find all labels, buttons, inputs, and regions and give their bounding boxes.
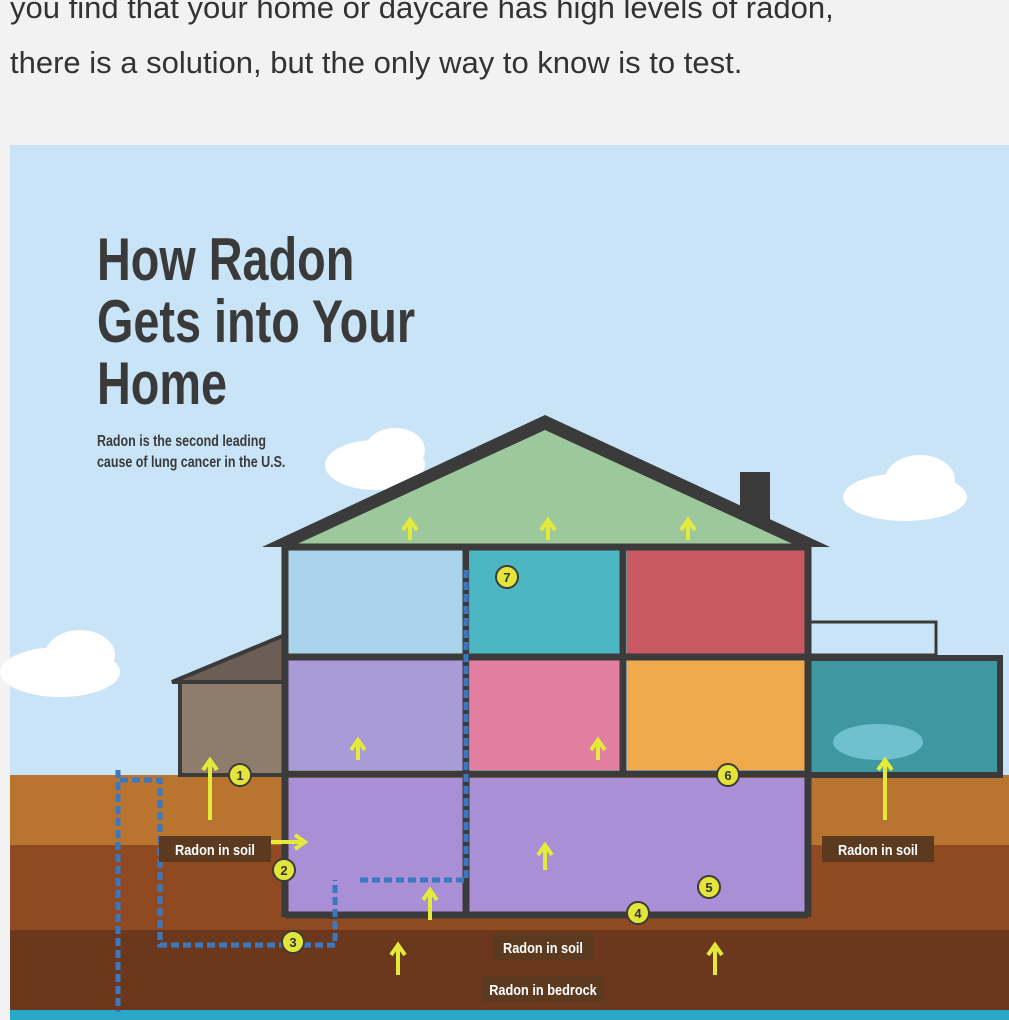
marker-number: 5 xyxy=(705,880,712,895)
paragraph-line: you find that your home or daycare has h… xyxy=(10,0,834,25)
infographic-title: Gets into Your xyxy=(97,288,415,355)
screen: you find that your home or daycare has h… xyxy=(0,0,1009,1020)
infographic-subtitle: Radon is the second leading xyxy=(97,433,266,451)
marker-number: 1 xyxy=(236,768,243,783)
infographic-title: Home xyxy=(97,350,227,417)
label: Radon in bedrock xyxy=(489,981,597,998)
marker-number: 2 xyxy=(280,863,287,878)
label: Radon in soil xyxy=(838,841,918,858)
infographic-subtitle: cause of lung cancer in the U.S. xyxy=(97,454,285,472)
marker-number: 6 xyxy=(724,768,731,783)
marker-number: 3 xyxy=(289,935,296,950)
infographic-title: How Radon xyxy=(97,226,354,293)
marker-number: 7 xyxy=(503,570,510,585)
paragraph-line: there is a solution, but the only way to… xyxy=(10,45,742,80)
page: you find that your home or daycare has h… xyxy=(0,0,1009,1020)
label: Radon in soil xyxy=(175,841,255,858)
label: Radon in soil xyxy=(503,939,583,956)
marker-number: 4 xyxy=(634,906,642,921)
